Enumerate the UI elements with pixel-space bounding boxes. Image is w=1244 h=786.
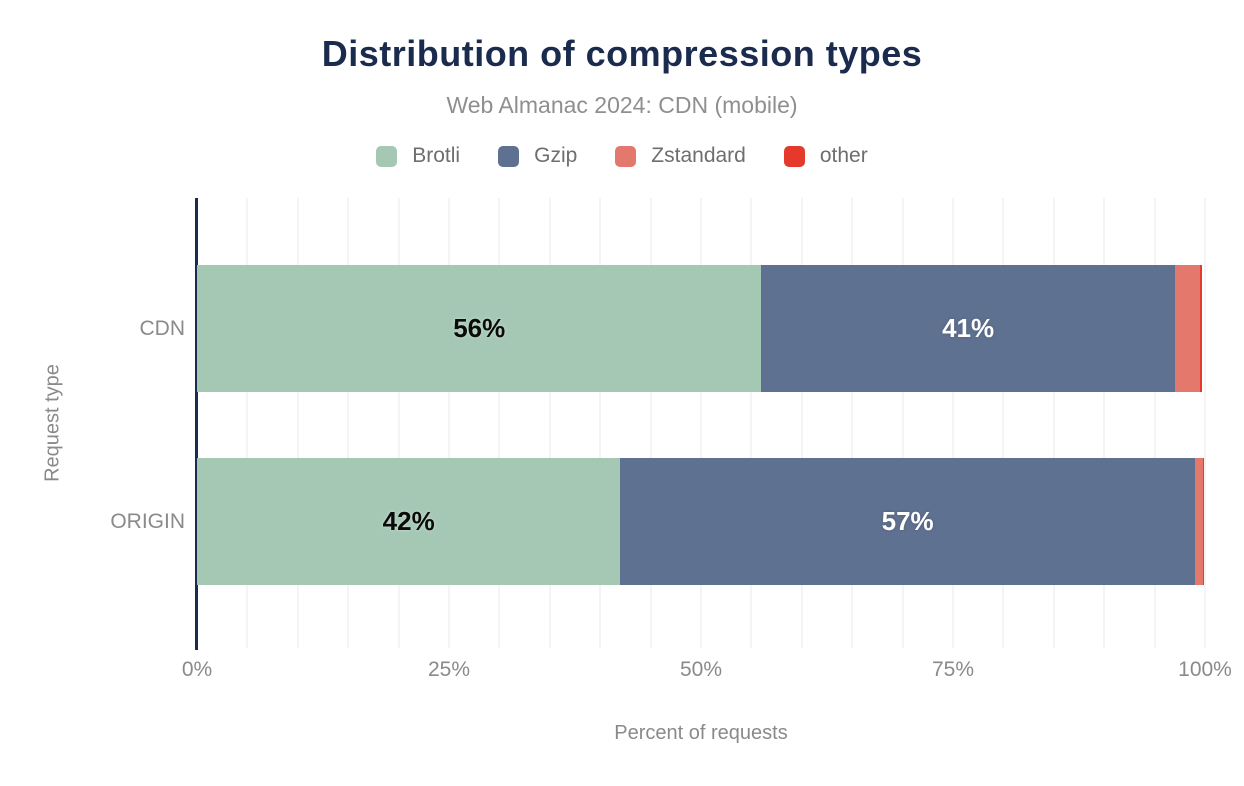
gridline [700, 198, 702, 648]
x-axis-title: Percent of requests [614, 722, 788, 744]
x-tick-label-0-: 0% [181, 658, 213, 681]
legend-label: Brotli [412, 144, 461, 167]
y-tick-label-cdn: CDN [139, 316, 186, 340]
gridline [347, 198, 350, 648]
legend-item-gzip[interactable]: Gzip [498, 144, 577, 168]
bar-row-cdn: 56% 41% [197, 265, 1205, 392]
legend-label: other [819, 144, 868, 167]
chart-title: Distribution of compression types [321, 33, 923, 74]
legend: Brotli Gzip Zstandard other [0, 144, 1244, 168]
plot-area: 56% 41% 42% 57% [195, 198, 1206, 650]
gridline [498, 198, 501, 648]
bar-segment-other-cdn[interactable] [1199, 265, 1202, 392]
legend-label: Gzip [534, 144, 578, 167]
legend-item-zstandard[interactable]: Zstandard [615, 144, 746, 168]
bar-data-label: 57% [881, 506, 934, 536]
legend-swatch-icon [615, 145, 637, 167]
gridline [800, 198, 803, 648]
legend-swatch-icon [783, 145, 805, 167]
x-tick-label-100-: 100% [1178, 658, 1232, 681]
bar-data-label: 42% [382, 506, 435, 536]
legend-swatch-icon [498, 145, 520, 167]
x-tick-label-50-: 50% [679, 658, 723, 681]
bar-segment-other-origin[interactable] [1202, 458, 1204, 585]
bar-row-origin: 42% 57% [197, 458, 1205, 585]
legend-swatch-icon [376, 145, 398, 167]
legend-label: Zstandard [651, 144, 746, 167]
bar-segment-brotli-origin[interactable]: 42% [197, 458, 621, 585]
gridline [750, 198, 753, 648]
legend-item-brotli[interactable]: Brotli [376, 144, 460, 168]
bar-segment-zstandard-cdn[interactable] [1174, 265, 1200, 392]
gridline [1002, 198, 1005, 648]
bar-segment-brotli-cdn[interactable]: 56% [197, 265, 762, 392]
gridline [649, 198, 652, 648]
gridline [548, 198, 551, 648]
gridline [296, 198, 299, 648]
chart-subtitle: Web Almanac 2024: CDN (mobile) [446, 92, 798, 118]
legend-item-other[interactable]: other [783, 144, 868, 168]
bar-data-label: 56% [453, 313, 506, 343]
gridline [1153, 198, 1156, 648]
y-axis-title-text: Request type [41, 364, 64, 482]
y-axis-line [195, 198, 198, 650]
x-tick-label-25-: 25% [427, 658, 471, 681]
gridline [246, 198, 249, 648]
gridline [851, 198, 854, 648]
gridline [599, 198, 602, 648]
gridline [1204, 198, 1206, 648]
bar-segment-gzip-origin[interactable]: 57% [620, 458, 1195, 585]
gridline [901, 198, 904, 648]
bar-segment-zstandard-origin[interactable] [1194, 458, 1203, 585]
y-tick-label-origin: ORIGIN [110, 509, 185, 533]
gridline [448, 198, 450, 648]
bar-data-label: 41% [942, 313, 995, 343]
bar-segment-gzip-cdn[interactable]: 41% [761, 265, 1175, 392]
gridline [1103, 198, 1106, 648]
x-tick-label-75-: 75% [931, 658, 975, 681]
gridline [397, 198, 400, 648]
gridline [1052, 198, 1055, 648]
gridline [952, 198, 954, 648]
